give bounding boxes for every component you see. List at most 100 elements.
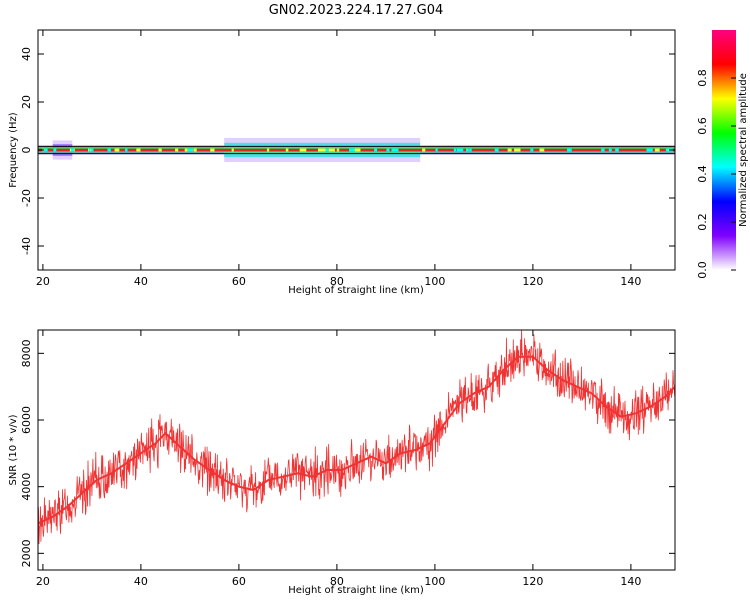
band-speckle-42	[184, 148, 188, 152]
snr-panel: 20 40 60 80 100 120 140 2000 4000 6000 8000 Heigh…	[8, 329, 676, 596]
heatmap-y-axis: -40 -20 0 20 40	[20, 47, 675, 255]
band-speckle-1	[193, 148, 197, 152]
band-speckle-45	[107, 148, 111, 152]
band-speckle-34	[608, 148, 612, 152]
cb-tick-label-4: 0.8	[696, 69, 709, 87]
cb-tick-label-1: 0.2	[696, 213, 709, 231]
band-speckle-15	[601, 148, 605, 152]
y-tick-label-2: 6000	[20, 406, 33, 434]
snr-x-axis: 20 40 60 80 100 120 140	[36, 330, 641, 588]
colorbar: 0.0 0.2 0.4 0.6 0.8 Normalized spectral ampl…	[696, 30, 749, 279]
x-tick-label-6: 140	[620, 275, 641, 288]
x-tick-label-1: 40	[134, 275, 148, 288]
band-speckle-69	[285, 148, 289, 152]
band-speckle-16	[422, 148, 426, 152]
x-tick-label-3: 80	[330, 275, 344, 288]
x-tick-label-0: 20	[36, 275, 50, 288]
reference-lines	[38, 145, 675, 155]
band-speckle-44	[435, 148, 438, 152]
y-tick-label-3: 20	[20, 95, 33, 109]
band-speckle-67	[374, 148, 378, 152]
y-tick-label-3: 8000	[20, 339, 33, 367]
band-speckle-43	[125, 148, 128, 152]
band-speckle-49	[266, 148, 270, 152]
x-tick-label-0: 20	[36, 575, 50, 588]
heatmap-y-label: Frequency (Hz)	[8, 112, 19, 188]
x-tick-label-1: 40	[134, 575, 148, 588]
x-tick-label-4: 100	[424, 575, 445, 588]
band-speckle-47	[508, 148, 512, 152]
colorbar-label: Normalized spectral amplitude	[738, 73, 749, 227]
x-tick-label-5: 120	[522, 275, 543, 288]
band-speckle-20	[646, 148, 650, 152]
band-speckle-0	[350, 148, 355, 152]
band-speckle-54	[114, 148, 120, 152]
y-tick-label-4: 40	[20, 47, 33, 61]
x-tick-label-2: 60	[232, 275, 246, 288]
band-speckle-53	[615, 148, 619, 152]
band-speckle-61	[391, 148, 396, 152]
band-speckle-48	[494, 148, 499, 152]
band-speckle-35	[136, 148, 141, 152]
colorbar-ticks: 0.0 0.2 0.4 0.6 0.8	[696, 69, 736, 279]
x-tick-label-5: 120	[522, 575, 543, 588]
x-tick-label-2: 60	[232, 575, 246, 588]
heatmap-panel: 20 40 60 80 100 120 140 -40 -20 0 20 40 Height of …	[8, 29, 676, 296]
y-tick-label-2: 0	[20, 147, 33, 154]
snr-plot-frame	[37, 329, 676, 571]
band-speckle-60	[318, 148, 321, 152]
y-tick-label-0: 2000	[20, 539, 33, 567]
band-speckle-4	[456, 148, 460, 152]
y-tick-label-1: -20	[20, 189, 33, 207]
band-speckle-39	[567, 148, 572, 152]
band-speckle-21	[353, 148, 358, 152]
band-speckle-41	[349, 148, 352, 152]
cb-tick-label-2: 0.4	[696, 165, 709, 183]
band-speckle-22	[325, 148, 329, 152]
band-speckle-9	[158, 148, 162, 152]
band-speckle-66	[469, 148, 472, 152]
band-speckle-17	[453, 148, 457, 152]
band-speckle-10	[465, 148, 469, 152]
heatmap-x-axis: 20 40 60 80 100 120 140	[36, 30, 641, 288]
cb-tick-label-3: 0.6	[696, 117, 709, 135]
band-speckle-40	[352, 148, 355, 152]
cb-tick-label-0: 0.0	[696, 261, 709, 279]
band-speckle-24	[210, 148, 215, 152]
band-speckle-27	[53, 148, 57, 152]
band-speckle-26	[514, 148, 519, 152]
snr-series	[38, 330, 675, 545]
band-speckle-11	[665, 148, 670, 152]
figure-title: GN02.2023.224.17.27.G04	[269, 3, 444, 18]
spectral-band	[38, 138, 675, 162]
band-speckle-6	[394, 148, 399, 152]
band-speckle-57	[302, 148, 307, 152]
x-tick-label-4: 100	[424, 275, 445, 288]
band-speckle-58	[539, 148, 545, 152]
x-tick-label-3: 80	[330, 575, 344, 588]
heatmap-x-label: Height of straight line (km)	[288, 285, 424, 296]
snr-noisy-trace	[38, 330, 675, 545]
band-speckle-28	[175, 148, 179, 152]
band-speckle-56	[330, 148, 335, 152]
colorbar-gradient	[712, 30, 736, 270]
snr-y-label: SNR (10 * v/v)	[8, 414, 19, 485]
y-tick-label-1: 4000	[20, 473, 33, 501]
band-speckle-55	[355, 148, 361, 152]
band-speckle-33	[336, 148, 340, 152]
band-speckle-63	[320, 148, 326, 152]
band-speckle-19	[300, 148, 305, 152]
band-speckle-25	[654, 148, 660, 152]
snr-x-label: Height of straight line (km)	[288, 585, 424, 596]
band-speckle-46	[43, 148, 48, 152]
band-speckle-50	[90, 148, 93, 152]
band-speckle-62	[516, 148, 521, 152]
band-speckle-13	[530, 148, 534, 152]
snr-trend-line	[38, 355, 675, 525]
band-speckle-23	[188, 148, 194, 152]
band-speckle-36	[458, 148, 464, 152]
band-speckle-68	[649, 148, 653, 152]
band-speckle-51	[231, 148, 234, 152]
snr-y-axis: 2000 4000 6000 8000	[20, 339, 675, 567]
